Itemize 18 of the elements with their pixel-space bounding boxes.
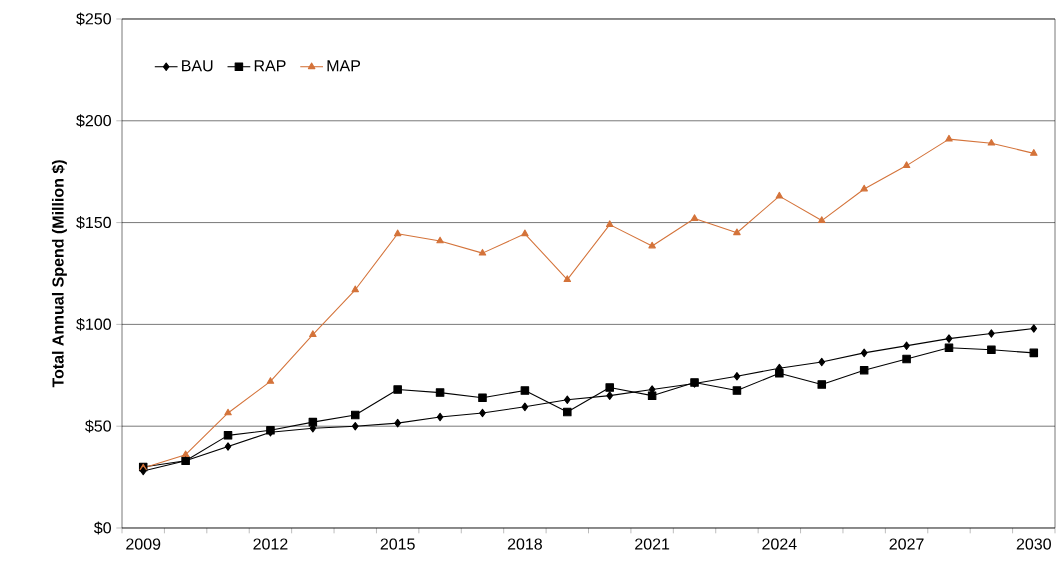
x-tick-label: 2030 xyxy=(1016,538,1051,550)
y-tick-label: $100 xyxy=(76,317,111,331)
x-tick-label: 2018 xyxy=(507,538,542,550)
legend-label: MAP xyxy=(327,60,361,72)
x-tick-label: 2009 xyxy=(126,538,161,550)
x-tick-label: 2021 xyxy=(635,538,670,550)
y-tick-label: $150 xyxy=(76,216,111,230)
y-tick-label: $0 xyxy=(93,521,111,535)
y-tick-label: $250 xyxy=(76,12,111,26)
y-axis-title: Total Annual Spend (Million $) xyxy=(51,160,67,388)
x-tick-label: 2027 xyxy=(889,538,924,550)
legend-label: RAP xyxy=(254,60,286,72)
legend-label: BAU xyxy=(182,60,213,72)
y-tick-label: $50 xyxy=(85,419,111,433)
y-tick-label: $200 xyxy=(76,114,111,128)
x-tick-label: 2024 xyxy=(762,538,797,550)
x-tick-label: 2015 xyxy=(380,538,415,550)
x-tick-label: 2012 xyxy=(253,538,288,550)
